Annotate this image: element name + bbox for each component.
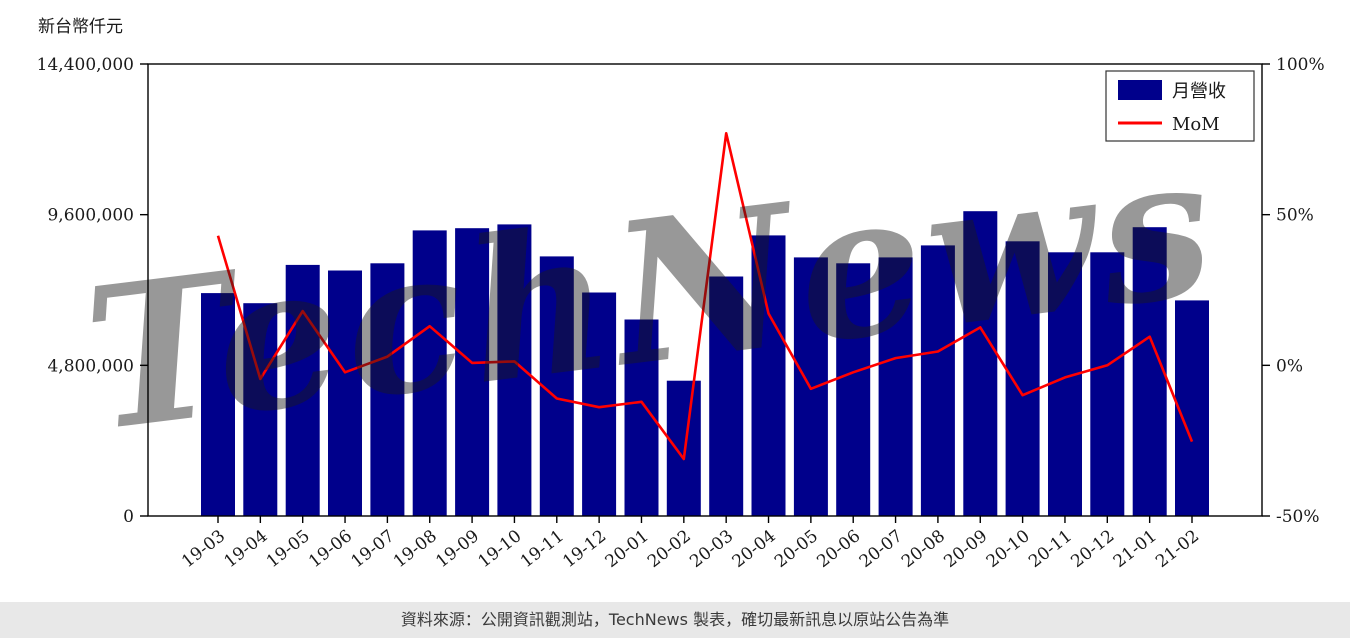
legend: 月營收 MoM xyxy=(1105,70,1255,142)
bar-20-03 xyxy=(709,276,744,516)
svg-text:19-03: 19-03 xyxy=(178,526,229,572)
legend-bar-label: 月營收 xyxy=(1172,81,1226,102)
bar-19-06 xyxy=(328,270,362,516)
bar-19-07 xyxy=(370,263,405,516)
svg-text:20-02: 20-02 xyxy=(644,526,695,572)
x-axis: 19-0319-0419-0519-0619-0719-0819-0919-10… xyxy=(178,516,1203,572)
svg-text:100%: 100% xyxy=(1276,55,1325,75)
bar-20-08 xyxy=(920,245,955,516)
bar-19-11 xyxy=(539,256,574,516)
svg-text:20-09: 20-09 xyxy=(940,526,991,572)
svg-text:20-04: 20-04 xyxy=(729,526,780,572)
svg-text:20-01: 20-01 xyxy=(602,526,653,572)
svg-text:19-04: 19-04 xyxy=(220,526,271,572)
svg-text:19-11: 19-11 xyxy=(517,526,568,572)
bar-21-01 xyxy=(1132,227,1167,516)
svg-text:19-09: 19-09 xyxy=(432,526,483,572)
bar-20-02 xyxy=(666,380,701,516)
bar-21-02 xyxy=(1175,300,1209,516)
svg-text:19-05: 19-05 xyxy=(263,526,314,572)
bar-19-05 xyxy=(285,264,320,516)
svg-text:21-02: 21-02 xyxy=(1152,526,1203,572)
svg-text:50%: 50% xyxy=(1276,206,1314,226)
svg-text:20-05: 20-05 xyxy=(771,526,822,572)
left-axis: 0 4,800,000 9,600,000 14,400,000 xyxy=(37,55,148,527)
bar-20-12 xyxy=(1090,252,1125,517)
svg-text:20-12: 20-12 xyxy=(1067,526,1118,572)
svg-text:20-03: 20-03 xyxy=(686,526,737,572)
bar-series xyxy=(201,211,1209,517)
svg-text:21-01: 21-01 xyxy=(1110,526,1161,572)
svg-text:0: 0 xyxy=(123,507,134,527)
svg-text:4,800,000: 4,800,000 xyxy=(47,356,134,376)
svg-text:20-06: 20-06 xyxy=(813,526,864,572)
bar-20-11 xyxy=(1048,252,1082,517)
svg-text:20-10: 20-10 xyxy=(983,526,1034,572)
svg-text:-50%: -50% xyxy=(1276,507,1320,527)
legend-bar-swatch xyxy=(1118,80,1162,100)
svg-text:19-07: 19-07 xyxy=(348,526,399,572)
legend-line-label: MoM xyxy=(1172,114,1220,135)
plot-border xyxy=(147,63,1263,517)
svg-text:19-12: 19-12 xyxy=(559,526,610,572)
bar-20-09 xyxy=(963,211,998,516)
bar-19-03 xyxy=(201,293,235,516)
bar-20-07 xyxy=(878,257,913,516)
right-axis: -50% 0% 50% 100% xyxy=(1262,55,1325,527)
svg-text:20-07: 20-07 xyxy=(856,526,907,572)
bar-19-09 xyxy=(455,228,490,516)
mom-line xyxy=(216,132,1194,461)
svg-text:20-08: 20-08 xyxy=(898,526,949,572)
bar-20-06 xyxy=(836,263,871,516)
svg-text:19-08: 19-08 xyxy=(390,526,441,572)
svg-text:0%: 0% xyxy=(1276,356,1303,376)
revenue-chart: TechNews04,800,0009,600,00014,400,000-50… xyxy=(37,55,1325,572)
footer-note: 資料來源：公開資訊觀測站，TechNews 製表，確切最新訊息以原站公告為準 xyxy=(0,602,1350,638)
svg-text:19-10: 19-10 xyxy=(475,526,526,572)
svg-text:9,600,000: 9,600,000 xyxy=(47,206,134,226)
bar-19-08 xyxy=(412,230,447,516)
svg-text:19-06: 19-06 xyxy=(305,526,356,572)
y-axis-title: 新台幣仟元 xyxy=(38,17,123,37)
bar-20-04 xyxy=(751,235,786,516)
svg-text:20-11: 20-11 xyxy=(1025,526,1076,572)
svg-text:14,400,000: 14,400,000 xyxy=(37,55,134,75)
